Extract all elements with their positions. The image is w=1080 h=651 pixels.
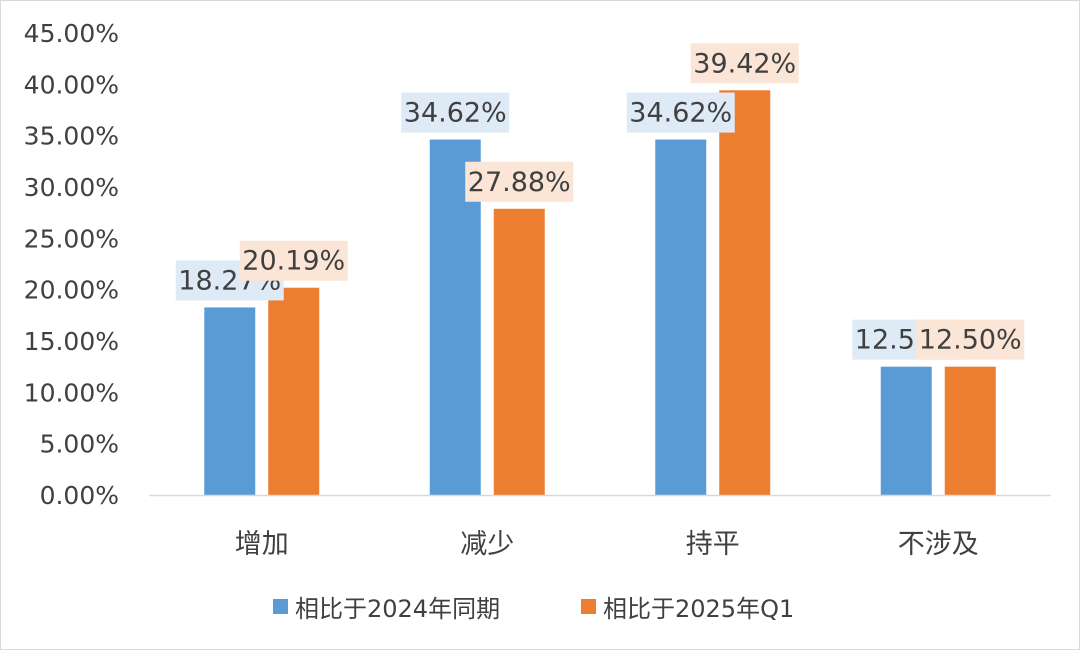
data-labels: 18.27%20.19%34.62%27.88%34.62%39.42%12.5… (175, 43, 1025, 360)
x-tick-label: 持平 (686, 529, 740, 560)
y-tick-label: 15.00% (24, 327, 119, 356)
y-tick-label: 25.00% (24, 224, 119, 253)
y-tick-label: 45.00% (24, 19, 119, 48)
legend: 相比于2024年同期 相比于2025年Q1 (273, 595, 794, 623)
bar (719, 90, 771, 496)
data-label-box (916, 319, 1025, 360)
bar (655, 139, 707, 495)
data-label: 39.42% (693, 48, 796, 79)
legend-label: 相比于2024年同期 (295, 595, 500, 623)
data-label: 27.88% (468, 167, 571, 198)
data-label: 12.50% (919, 325, 1022, 356)
y-tick-label: 10.00% (24, 378, 119, 407)
y-axis: 0.00% 5.00% 10.00% 15.00% 20.00% 25.00% 30.00%… (24, 19, 119, 510)
y-tick-label: 20.00% (24, 276, 119, 305)
y-tick-label: 5.00% (40, 430, 119, 459)
y-tick-label: 30.00% (24, 173, 119, 202)
y-tick-label: 0.00% (40, 481, 119, 510)
data-label: 20.19% (242, 246, 345, 277)
data-label-box (626, 92, 735, 133)
data-label: 34.62% (629, 98, 732, 129)
data-label: 34.62% (404, 98, 507, 129)
bar (204, 307, 256, 495)
x-axis: 增加 减少 持平 不涉及 (149, 494, 1051, 560)
bar (493, 208, 545, 496)
legend-swatch (273, 599, 288, 614)
data-label-box (690, 43, 799, 84)
x-tick-label: 增加 (235, 529, 289, 560)
x-tick-label: 减少 (460, 529, 514, 560)
y-tick-label: 35.00% (24, 122, 119, 151)
legend-swatch (581, 599, 596, 614)
bar (944, 366, 996, 495)
bar (880, 366, 932, 495)
x-tick-label: 不涉及 (898, 529, 979, 560)
data-label-box (465, 161, 574, 202)
y-tick-label: 40.00% (24, 70, 119, 99)
data-label-box (401, 92, 510, 133)
legend-label: 相比于2025年Q1 (603, 595, 794, 623)
bars (204, 90, 996, 496)
data-label-box (239, 240, 348, 281)
bar (268, 287, 320, 495)
